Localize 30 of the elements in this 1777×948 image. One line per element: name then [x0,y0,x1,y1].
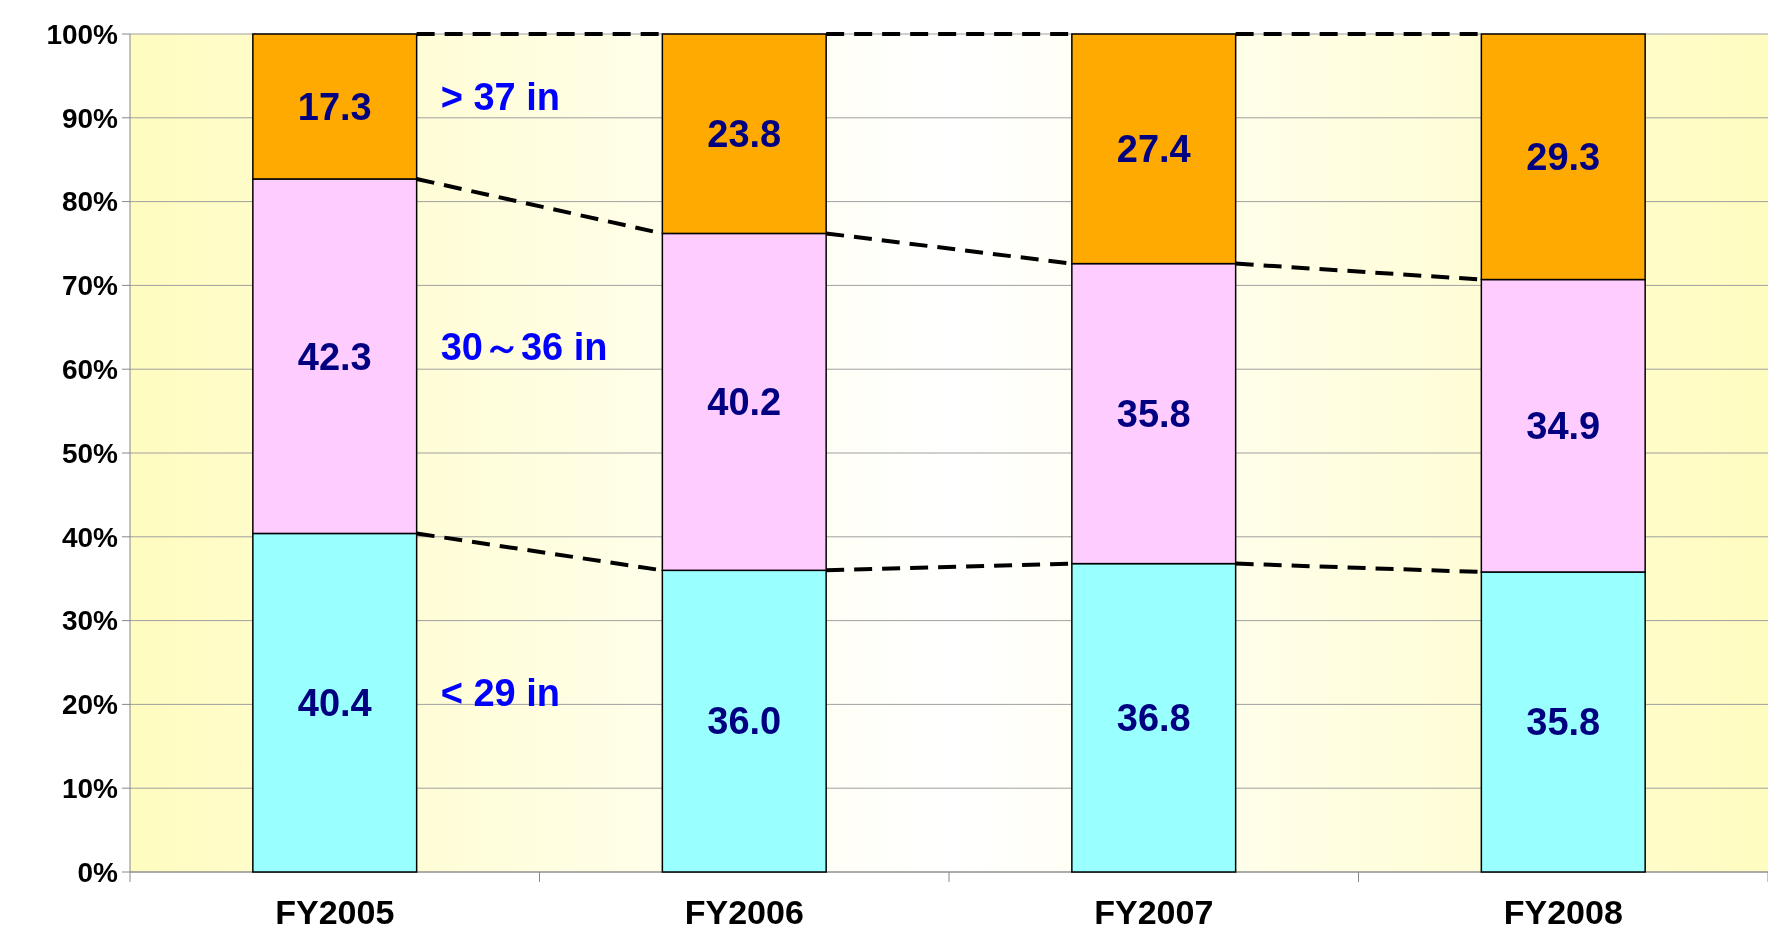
y-tick-label: 50% [61,437,119,469]
y-tick-label: 90% [61,102,119,134]
y-tick-label: 30% [61,605,119,637]
y-tick-label: 20% [61,689,119,721]
series-label: < 29 in [440,672,560,715]
data-label: 29.3 [1526,136,1601,179]
x-tick-label: FY2006 [684,893,804,931]
data-label: 34.9 [1526,405,1601,448]
data-label: 36.0 [707,700,782,743]
data-label: 40.4 [297,682,372,725]
x-tick-label: FY2007 [1094,893,1214,931]
data-label: 23.8 [707,113,782,156]
y-tick-label: 70% [61,270,119,302]
data-label: 35.8 [1526,701,1601,744]
x-tick-label: FY2005 [275,893,395,931]
data-label: 35.8 [1116,392,1191,435]
data-label: 36.8 [1116,697,1191,740]
series-label: 30～36 in [440,325,608,368]
y-tick-label: 10% [61,773,119,804]
x-tick-label: FY2008 [1503,893,1623,931]
y-tick-label: 0% [77,856,119,888]
data-label: 17.3 [297,85,372,128]
series-label: > 37 in [440,75,560,118]
y-tick-label: 40% [61,521,119,553]
data-label: 40.2 [707,381,782,424]
y-tick-label: 100% [46,18,119,50]
y-tick-label: 60% [61,354,119,385]
y-tick-label: 80% [61,186,119,218]
data-label: 42.3 [297,335,372,378]
data-label: 27.4 [1116,128,1191,171]
